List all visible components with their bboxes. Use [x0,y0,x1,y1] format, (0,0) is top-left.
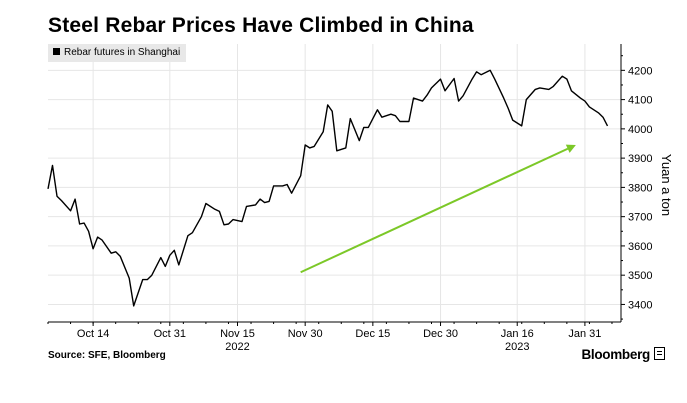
x-tick-label: Oct 14 [77,328,109,340]
y-axis-label: Yuan a ton [659,154,674,216]
series-lines [47,69,609,307]
y-tick-label: 4000 [628,124,652,136]
y-tick-label: 3400 [628,299,652,311]
y-tick-label: 3900 [628,153,652,165]
x-tick-label: Nov 30 [288,328,323,340]
x-year-label: 2022 [225,341,249,353]
legend-swatch [53,48,60,55]
legend-label: Rebar futures in Shanghai [64,47,181,58]
legend: Rebar futures in Shanghai [48,44,187,62]
trend-arrow-shaft [300,147,569,274]
x-tick-label: Jan 31 [568,328,601,340]
y-tick-label: 3600 [628,241,652,253]
trend-arrow-annotation [300,144,576,274]
x-year-label: 2023 [505,341,529,353]
axes [47,44,625,326]
chart-title: Steel Rebar Prices Have Climbed in China [48,14,474,37]
x-tick-label: Jan 16 [501,328,534,340]
x-tick-label: Dec 15 [355,328,390,340]
series-line [47,69,609,307]
y-tick-label: 4200 [628,65,652,77]
brand-logo: Bloomberg [581,347,665,362]
gridlines [48,44,621,322]
x-tick-label: Oct 31 [154,328,186,340]
x-tick-label: Dec 30 [423,328,458,340]
source-note: Source: SFE, Bloomberg [48,350,166,361]
brand-name: Bloomberg [581,347,650,362]
y-tick-label: 3500 [628,270,652,282]
y-tick-label: 4100 [628,95,652,107]
x-tick-label: Nov 15 [220,328,255,340]
y-tick-label: 3700 [628,212,652,224]
bloomberg-terminal-icon [654,347,665,360]
y-tick-label: 3800 [628,182,652,194]
tick-labels: 3400 3500 3600 3700 3800 3900 4000 4100 4200 Oct … [77,65,653,353]
trend-arrow-head [565,144,576,153]
